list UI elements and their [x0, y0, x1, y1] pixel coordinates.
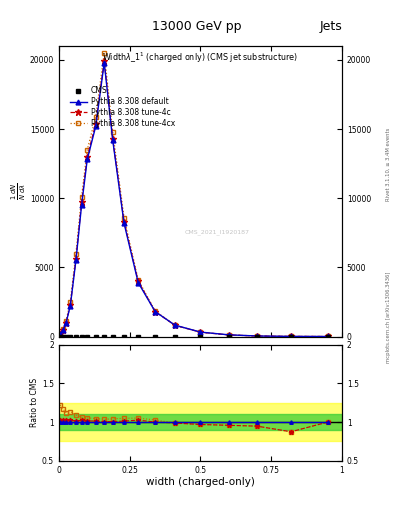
- Text: Rivet 3.1.10, ≥ 3.4M events: Rivet 3.1.10, ≥ 3.4M events: [386, 127, 391, 201]
- Pythia 8.308 tune-4cx: [94, 114, 98, 120]
- Text: 13000 GeV pp: 13000 GeV pp: [152, 20, 241, 33]
- Line: Pythia 8.308 default: Pythia 8.308 default: [58, 60, 330, 339]
- Pythia 8.308 default: [255, 333, 259, 339]
- CMS: [122, 333, 127, 339]
- Legend: CMS, Pythia 8.308 default, Pythia 8.308 tune-4c, Pythia 8.308 tune-4cx: CMS, Pythia 8.308 default, Pythia 8.308 …: [68, 85, 176, 130]
- Pythia 8.308 tune-4cx: [198, 329, 203, 335]
- Pythia 8.308 tune-4c: [64, 319, 68, 326]
- Pythia 8.308 tune-4c: [102, 58, 107, 65]
- Text: CMS_2021_I1920187: CMS_2021_I1920187: [185, 229, 250, 235]
- CMS: [85, 333, 90, 339]
- Pythia 8.308 tune-4cx: [73, 250, 78, 257]
- Pythia 8.308 tune-4c: [136, 278, 141, 284]
- Bar: [59, 414, 342, 430]
- CMS: [94, 333, 98, 339]
- Pythia 8.308 tune-4c: [122, 219, 127, 225]
- Pythia 8.308 tune-4cx: [288, 333, 293, 339]
- Line: CMS: CMS: [58, 334, 330, 338]
- Pythia 8.308 tune-4c: [110, 136, 115, 142]
- Pythia 8.308 tune-4cx: [173, 322, 177, 328]
- Line: Pythia 8.308 tune-4c: Pythia 8.308 tune-4c: [57, 58, 331, 339]
- Y-axis label: $\frac{1}{N}\frac{dN}{d\lambda}$: $\frac{1}{N}\frac{dN}{d\lambda}$: [10, 182, 28, 200]
- Pythia 8.308 default: [226, 332, 231, 338]
- Text: mcplots.cern.ch [arXiv:1306.3436]: mcplots.cern.ch [arXiv:1306.3436]: [386, 272, 391, 363]
- Pythia 8.308 tune-4c: [94, 120, 98, 126]
- CMS: [64, 333, 68, 339]
- CMS: [79, 333, 84, 339]
- Bar: [59, 403, 342, 441]
- Pythia 8.308 tune-4cx: [79, 194, 84, 200]
- Pythia 8.308 tune-4cx: [64, 318, 68, 325]
- CMS: [198, 333, 203, 339]
- Pythia 8.308 default: [173, 322, 177, 328]
- CMS: [110, 333, 115, 339]
- CMS: [58, 333, 63, 339]
- Pythia 8.308 default: [64, 320, 68, 326]
- Pythia 8.308 tune-4c: [73, 256, 78, 262]
- Pythia 8.308 default: [325, 333, 330, 339]
- Pythia 8.308 default: [79, 202, 84, 208]
- Pythia 8.308 default: [61, 327, 66, 333]
- Pythia 8.308 default: [136, 280, 141, 286]
- Pythia 8.308 tune-4cx: [255, 333, 259, 339]
- CMS: [136, 333, 141, 339]
- Pythia 8.308 default: [198, 329, 203, 335]
- Text: Width$\lambda\_1^1$ (charged only) (CMS jet substructure): Width$\lambda\_1^1$ (charged only) (CMS …: [103, 51, 298, 65]
- Pythia 8.308 tune-4cx: [85, 147, 90, 153]
- Pythia 8.308 tune-4cx: [58, 330, 63, 336]
- Pythia 8.308 default: [110, 137, 115, 143]
- Pythia 8.308 tune-4c: [85, 154, 90, 160]
- Text: Jets: Jets: [319, 20, 342, 33]
- Line: Pythia 8.308 tune-4cx: Pythia 8.308 tune-4cx: [58, 51, 330, 339]
- Pythia 8.308 tune-4c: [79, 199, 84, 205]
- Pythia 8.308 default: [58, 331, 63, 337]
- CMS: [153, 333, 158, 339]
- Pythia 8.308 default: [94, 123, 98, 130]
- Pythia 8.308 tune-4c: [58, 331, 63, 337]
- Pythia 8.308 tune-4c: [173, 322, 177, 328]
- Pythia 8.308 tune-4cx: [325, 333, 330, 339]
- Pythia 8.308 tune-4cx: [122, 215, 127, 221]
- Pythia 8.308 tune-4c: [61, 327, 66, 333]
- CMS: [68, 333, 73, 339]
- CMS: [288, 333, 293, 339]
- Pythia 8.308 tune-4c: [325, 333, 330, 339]
- CMS: [325, 333, 330, 339]
- Pythia 8.308 default: [288, 333, 293, 339]
- Pythia 8.308 tune-4cx: [226, 332, 231, 338]
- CMS: [61, 333, 66, 339]
- Y-axis label: Ratio to CMS: Ratio to CMS: [30, 378, 39, 428]
- CMS: [73, 333, 78, 339]
- Pythia 8.308 default: [85, 156, 90, 162]
- Pythia 8.308 tune-4c: [68, 302, 73, 308]
- Pythia 8.308 default: [122, 220, 127, 226]
- Pythia 8.308 tune-4cx: [61, 326, 66, 332]
- Pythia 8.308 tune-4cx: [153, 308, 158, 314]
- Pythia 8.308 tune-4c: [198, 329, 203, 335]
- Pythia 8.308 tune-4c: [153, 309, 158, 315]
- CMS: [255, 333, 259, 339]
- Pythia 8.308 tune-4cx: [136, 276, 141, 283]
- Pythia 8.308 tune-4c: [226, 332, 231, 338]
- CMS: [173, 333, 177, 339]
- Pythia 8.308 tune-4cx: [102, 50, 107, 56]
- CMS: [102, 333, 107, 339]
- Pythia 8.308 default: [153, 309, 158, 315]
- CMS: [226, 333, 231, 339]
- Pythia 8.308 tune-4cx: [110, 129, 115, 135]
- X-axis label: width (charged-only): width (charged-only): [146, 477, 255, 487]
- Pythia 8.308 default: [68, 303, 73, 309]
- Pythia 8.308 default: [73, 258, 78, 264]
- Pythia 8.308 tune-4cx: [68, 299, 73, 305]
- Pythia 8.308 default: [102, 59, 107, 66]
- Pythia 8.308 tune-4c: [288, 333, 293, 339]
- Pythia 8.308 tune-4c: [255, 333, 259, 339]
